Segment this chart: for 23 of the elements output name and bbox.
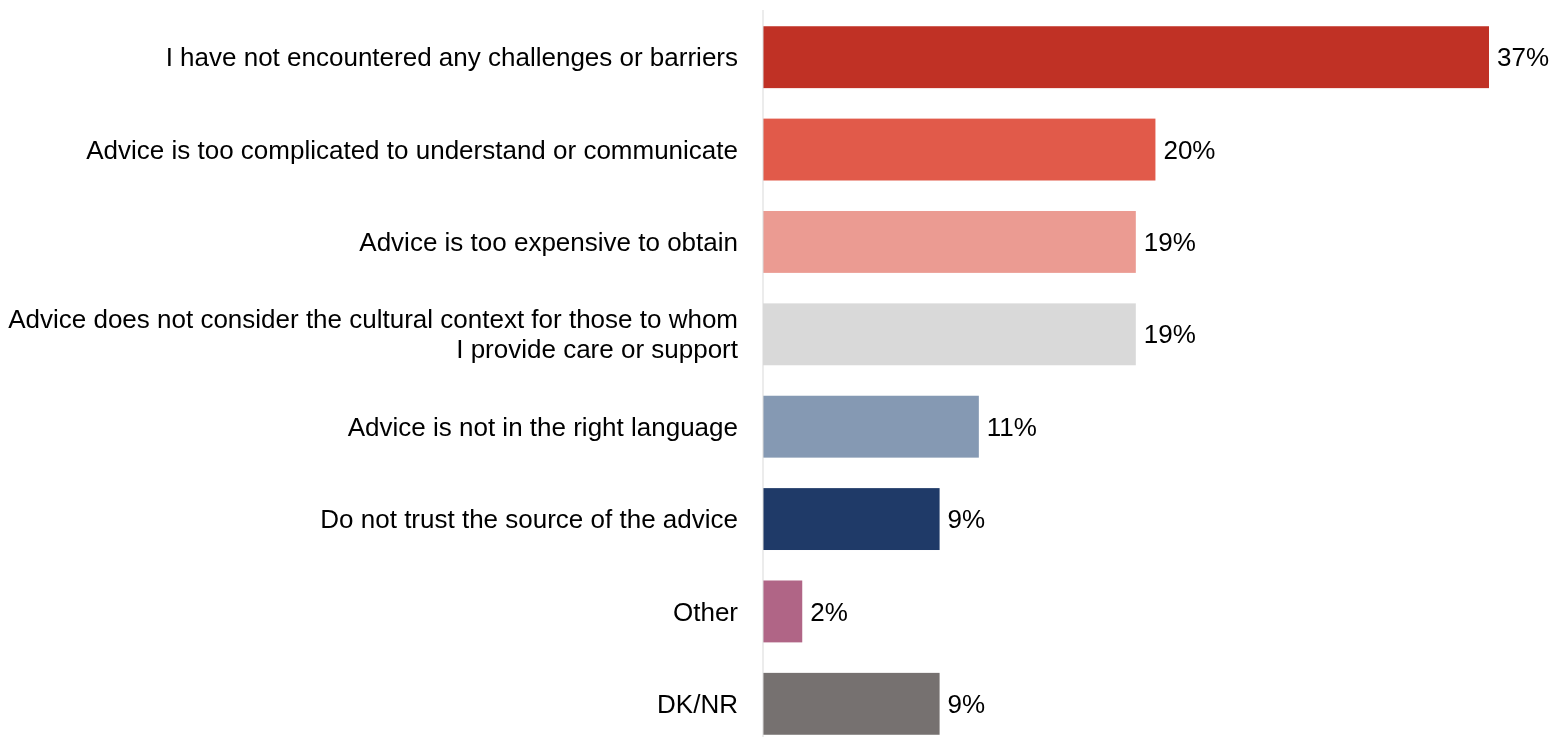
y-tick-label: I have not encountered any challenges or barriers	[165, 42, 738, 73]
bar	[763, 580, 803, 643]
y-tick-label: Other	[672, 596, 739, 627]
y-tick-label: DK/NR	[657, 688, 738, 719]
bar	[763, 488, 940, 551]
y-tick-label: Do not trust the source of the advice	[320, 504, 738, 535]
y-tick-label: Advice does not consider the cultural context for those to whom I provide care or support	[8, 304, 739, 365]
bar	[763, 210, 1136, 273]
data-label: 9%	[947, 688, 986, 719]
y-tick-label: Advice is not in the right language	[347, 411, 738, 442]
data-label: 37%	[1497, 42, 1550, 73]
bar	[763, 395, 979, 458]
y-tick-label: Advice is too complicated to understand or communicate	[86, 134, 738, 165]
data-label: 19%	[1143, 319, 1196, 350]
data-label: 20%	[1163, 134, 1216, 165]
bar	[763, 672, 940, 735]
y-tick-label: Advice is too expensive to obtain	[359, 227, 738, 258]
bar	[763, 118, 1156, 181]
data-label: 19%	[1143, 227, 1196, 258]
bar	[763, 26, 1489, 89]
data-label: 11%	[986, 411, 1037, 442]
data-label: 2%	[810, 596, 848, 627]
data-label: 9%	[947, 504, 986, 535]
